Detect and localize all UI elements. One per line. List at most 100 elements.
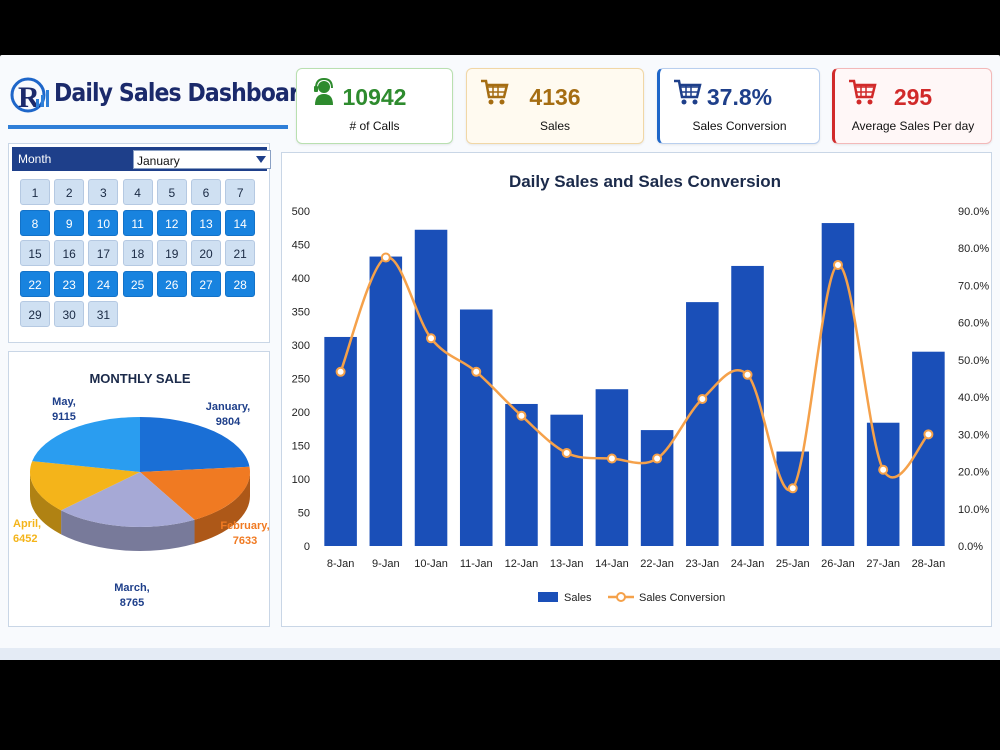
y-left-tick-label: 300 — [292, 340, 310, 352]
pie-label-value: 8765 — [120, 597, 144, 609]
y-right-tick-label: 80.0% — [958, 243, 989, 255]
sales-bar — [505, 403, 538, 546]
title-area: R Daily Sales Dashboard — [6, 70, 315, 132]
sales-bar — [595, 389, 629, 546]
pie-slice — [30, 461, 140, 511]
calendar-day-26[interactable]: 26 — [156, 270, 187, 297]
calendar-day-3[interactable]: 3 — [88, 179, 119, 205]
x-tick-label: 8-Jan — [327, 558, 355, 570]
x-tick-label: 11-Jan — [460, 558, 493, 570]
calendar-day-11[interactable]: 11 — [122, 209, 153, 236]
sales-bar — [459, 309, 493, 546]
calendar-day-2[interactable]: 2 — [54, 179, 85, 205]
calendar-day-14[interactable]: 14 — [225, 209, 256, 236]
x-tick-label: 22-Jan — [640, 558, 674, 570]
kpi-label: Sales — [539, 119, 571, 133]
sales-bar — [731, 265, 764, 546]
y-left-tick-label: 250 — [292, 374, 310, 386]
sales-bar — [686, 302, 719, 546]
calendar-day-29[interactable]: 29 — [20, 301, 50, 327]
calendar-day-18[interactable]: 18 — [122, 240, 153, 266]
month-selector-bar: Month January — [12, 147, 271, 171]
y-right-tick-label: 0.0% — [958, 541, 983, 553]
month-dropdown-value: January — [137, 154, 180, 168]
sales-bar — [369, 256, 403, 546]
calendar-day-17[interactable]: 17 — [88, 240, 119, 266]
y-left-tick-label: 50 — [298, 508, 310, 520]
y-right-tick-label: 30.0% — [958, 429, 989, 441]
calendar-day-24[interactable]: 24 — [88, 270, 119, 297]
y-left-tick-label: 500 — [292, 206, 310, 218]
shopping-cart-icon — [849, 79, 877, 105]
chevron-down-icon[interactable] — [256, 156, 266, 163]
calendar-day-7[interactable]: 7 — [225, 179, 256, 205]
sales-conversion-point — [380, 252, 391, 263]
calendar-day-6[interactable]: 6 — [191, 179, 221, 205]
x-tick-label: 10-Jan — [414, 558, 448, 570]
daily-sales-chart-panel: Daily Sales and Sales Conversion 0 50 100 15… — [281, 152, 992, 627]
legend-conversion-label: Sales Conversion — [639, 592, 725, 604]
calendar-day-15[interactable]: 15 — [20, 240, 50, 266]
calendar-day-23[interactable]: 23 — [54, 270, 85, 297]
sales-bar — [866, 422, 900, 546]
month-label: Month — [18, 152, 52, 166]
kpi-card-sales: 4136 Sales — [466, 68, 644, 144]
calendar-panel: Month January 1 2 3 4 5 6 7 8 9 10 11 12 13 14 15 16 17 1… — [8, 143, 271, 343]
calendar-day-16[interactable]: 16 — [54, 240, 85, 266]
kpi-value: 295 — [893, 84, 933, 110]
y-left-tick-label: 350 — [292, 307, 310, 319]
calendar-day-31[interactable]: 31 — [88, 301, 119, 327]
pie-label-value: 9804 — [216, 416, 241, 428]
calendar-day-21[interactable]: 21 — [225, 240, 256, 266]
y-right-tick-label: 10.0% — [958, 504, 989, 516]
calendar-day-27[interactable]: 27 — [191, 270, 221, 297]
logo-icon: R — [10, 77, 49, 114]
calendar-day-20[interactable]: 20 — [191, 240, 221, 266]
x-tick-label: 23-Jan — [686, 558, 720, 570]
calendar-day-4[interactable]: 4 — [122, 179, 153, 205]
calendar-day-9[interactable]: 9 — [54, 209, 85, 236]
pie-label-name: February, — [220, 520, 269, 532]
headset-agent-icon — [314, 77, 333, 105]
pie-label-value: 9115 — [52, 411, 76, 423]
calendar-day-25[interactable]: 25 — [122, 270, 153, 297]
daily-sales-chart: Daily Sales and Sales Conversion 0 50 100 15… — [292, 172, 990, 604]
pie-label-value: 6452 — [13, 533, 37, 545]
calendar-day-13[interactable]: 13 — [191, 209, 221, 236]
sales-conversion-point — [335, 366, 346, 377]
calendar-day-1[interactable]: 1 — [20, 179, 50, 205]
sales-conversion-point — [742, 369, 753, 380]
calendar-day-22[interactable]: 22 — [20, 270, 50, 297]
monthly-sale-pie-chart: MONTHLY SALE January, 9804 February, 7633 Mar… — [13, 371, 270, 609]
pie-slice-side — [61, 510, 195, 551]
kpi-value: 10942 — [342, 84, 407, 110]
sales-bar — [414, 229, 448, 546]
y-left-tick-label: 0 — [304, 541, 310, 553]
sales-conversion-point — [697, 393, 708, 404]
kpi-label: Average Sales Per day — [851, 119, 975, 133]
month-dropdown[interactable]: January — [133, 150, 271, 169]
y-right-tick-label: 90.0% — [958, 206, 989, 218]
x-tick-label: 28-Jan — [912, 558, 946, 570]
calendar-day-10[interactable]: 10 — [88, 209, 119, 236]
sales-conversion-point — [652, 453, 663, 464]
x-tick-label: 9-Jan — [372, 558, 400, 570]
sales-bar — [821, 223, 855, 546]
calendar-day-12[interactable]: 12 — [156, 209, 187, 236]
legend-sales-label: Sales — [564, 592, 592, 604]
calendar-day-30[interactable]: 30 — [54, 301, 85, 327]
page-title: Daily Sales Dashboard — [54, 78, 315, 107]
calendar-day-8[interactable]: 8 — [20, 209, 50, 236]
y-right-tick-label: 50.0% — [958, 355, 989, 367]
legend-conversion-marker — [616, 592, 626, 602]
calendar-day-28[interactable]: 28 — [225, 270, 256, 297]
y-right-tick-label: 60.0% — [958, 318, 989, 330]
x-tick-label: 12-Jan — [505, 558, 539, 570]
y-left-tick-label: 450 — [292, 240, 310, 252]
y-right-tick-label: 40.0% — [958, 392, 989, 404]
pie-slice-side — [194, 472, 250, 544]
calendar-day-5[interactable]: 5 — [156, 179, 187, 205]
sales-bar — [776, 451, 810, 546]
calendar-day-19[interactable]: 19 — [156, 240, 187, 266]
sales-conversion-point — [606, 453, 617, 464]
